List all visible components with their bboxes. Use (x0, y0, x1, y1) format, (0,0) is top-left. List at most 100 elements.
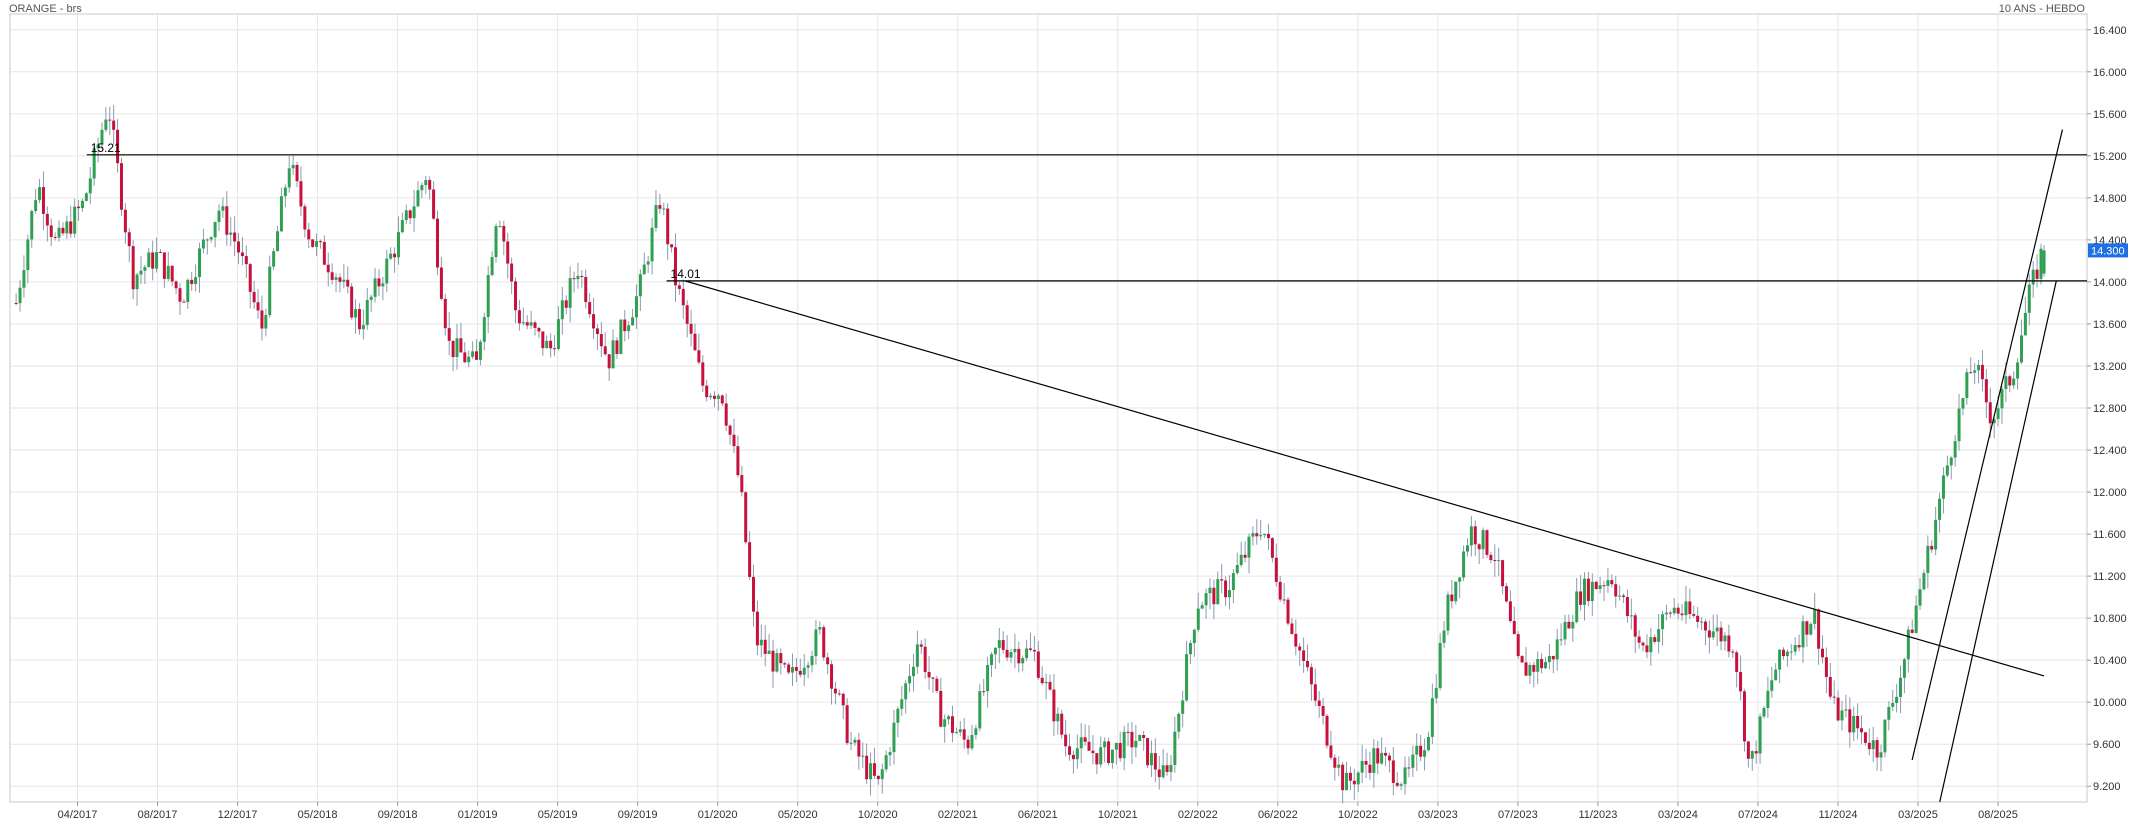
candle-up (1079, 737, 1083, 749)
candle-down (303, 206, 307, 230)
candle-up (1469, 526, 1473, 546)
candle-down (1637, 636, 1641, 643)
candle-up (2019, 335, 2023, 363)
candle-up (1785, 651, 1789, 657)
candle-down (677, 285, 681, 289)
candle-up (88, 178, 92, 194)
candle-up (911, 666, 915, 677)
candle-down (1805, 621, 1809, 635)
candle-down (1329, 745, 1333, 758)
candle-up (1902, 659, 1906, 678)
candle-down (783, 663, 787, 665)
candle-up (1360, 760, 1364, 773)
candle-down (108, 119, 112, 121)
candle-up (482, 317, 486, 342)
trend-line (1939, 280, 2057, 803)
candle-down (537, 327, 541, 332)
candle-down (1493, 560, 1497, 562)
candle-up (529, 322, 533, 326)
candle-up (1044, 681, 1048, 684)
candle-up (904, 683, 908, 700)
x-tick-label: 03/2025 (1898, 809, 1938, 821)
candle-up (759, 639, 763, 646)
candle-up (1009, 652, 1013, 658)
candle-down (1739, 671, 1743, 692)
candle-up (1606, 580, 1610, 586)
candle-up (22, 270, 26, 288)
candle-up (1403, 767, 1407, 785)
candle-down (1298, 646, 1302, 651)
candle-down (49, 225, 53, 237)
candle-down (41, 187, 45, 214)
candle-up (1446, 594, 1450, 631)
candle-down (1036, 651, 1040, 678)
candle-up (1700, 621, 1704, 623)
candle-down (1551, 655, 1555, 660)
candle-up (1879, 752, 1883, 758)
candle-down (541, 331, 545, 349)
candle-down (311, 239, 315, 247)
candle-down (1567, 621, 1571, 629)
candle-up (1750, 751, 1754, 759)
x-tick-label: 07/2023 (1498, 809, 1538, 821)
candle-up (381, 283, 385, 287)
candle-down (451, 340, 455, 358)
candle-up (1778, 649, 1782, 670)
candle-up (853, 739, 857, 743)
candle-up (989, 654, 993, 666)
candle-up (1945, 465, 1949, 476)
candle-down (61, 227, 65, 234)
candle-up (545, 340, 549, 349)
candle-up (1454, 581, 1458, 602)
candle-up (1399, 784, 1403, 786)
candle-up (662, 208, 666, 210)
candle-up (568, 278, 572, 308)
candle-up (221, 206, 225, 211)
candle-down (592, 314, 596, 329)
candle-up (1571, 621, 1575, 629)
candle-down (443, 298, 447, 329)
x-tick-label: 12/2017 (218, 809, 258, 821)
candle-up (611, 340, 615, 369)
candle-down (1614, 584, 1618, 597)
candle-up (1555, 639, 1559, 660)
candle-down (2035, 269, 2039, 279)
x-tick-label: 03/2024 (1658, 809, 1698, 821)
candle-up (84, 193, 88, 201)
candle-up (369, 296, 373, 300)
candle-down (1341, 764, 1345, 791)
candle-up (2031, 269, 2035, 285)
candle-up (716, 395, 720, 399)
candle-up (26, 239, 30, 271)
candle-up (576, 275, 580, 280)
candle-up (1430, 698, 1434, 737)
candle-up (201, 239, 205, 249)
candle-up (424, 180, 428, 186)
candle-up (373, 278, 377, 297)
candle-up (1977, 364, 1981, 371)
candle-down (158, 252, 162, 254)
candle-down (432, 189, 436, 219)
candle-up (1227, 590, 1231, 598)
candle-down (623, 319, 627, 332)
candle-up (958, 729, 962, 733)
candle-up (1438, 642, 1442, 689)
candle-down (1579, 591, 1583, 605)
y-tick-label: 15.600 (2093, 109, 2127, 121)
candle-up (814, 629, 818, 657)
candle-down (1602, 585, 1606, 587)
candle-up (1906, 629, 1910, 660)
candle-up (1938, 498, 1942, 520)
candle-down (1107, 741, 1111, 764)
candle-down (666, 208, 670, 245)
candle-down (1243, 554, 1247, 558)
candle-up (490, 257, 494, 276)
candle-up (1411, 754, 1415, 768)
candle-up (1251, 533, 1255, 537)
y-tick-label: 12.400 (2093, 445, 2127, 457)
candle-down (1220, 579, 1224, 581)
candle-up (315, 241, 319, 247)
candle-up (1941, 475, 1945, 499)
candle-up (1161, 765, 1165, 778)
candle-up (1559, 639, 1563, 641)
